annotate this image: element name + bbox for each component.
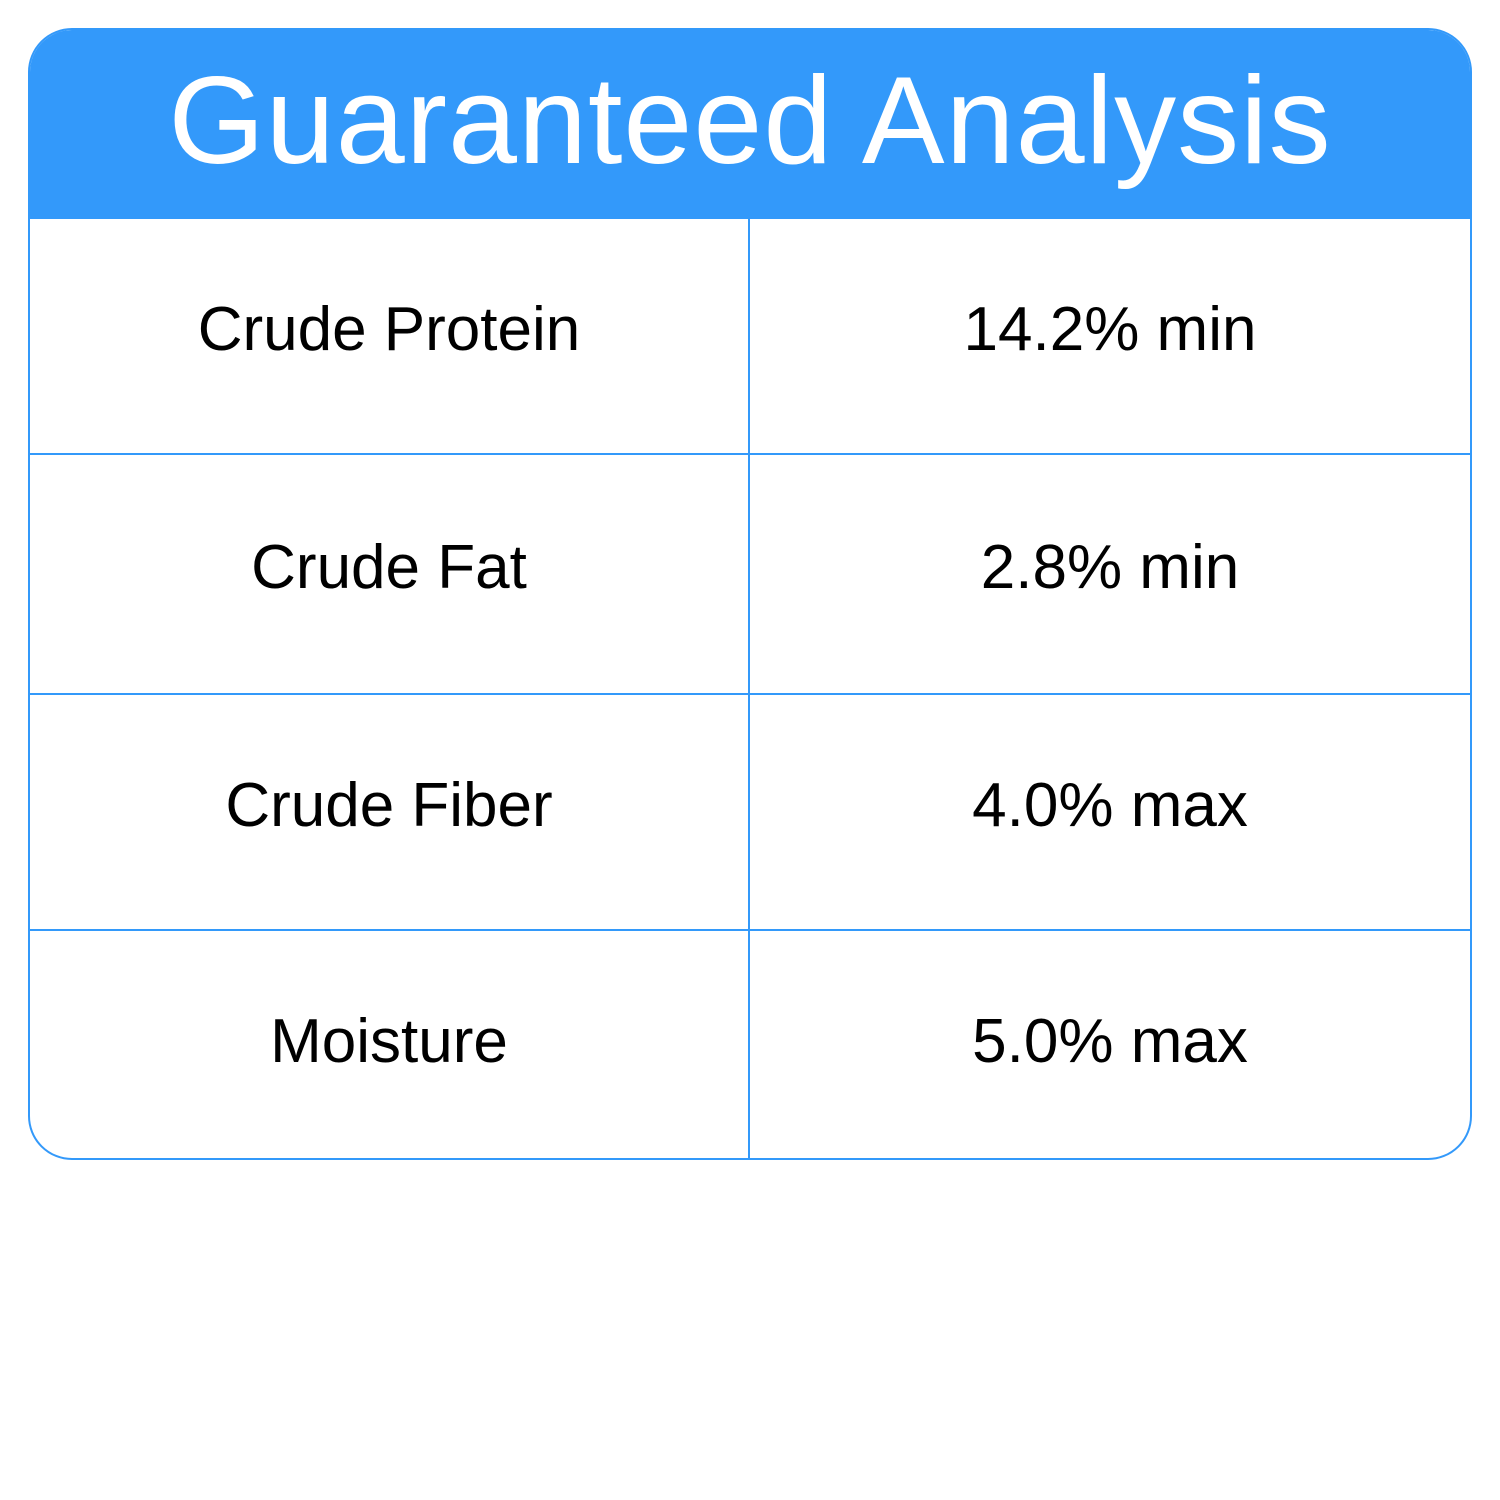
nutrient-name: Crude Fiber [30,695,750,929]
nutrient-value: 2.8% min [980,532,1240,602]
guaranteed-analysis-table: Guaranteed Analysis Crude Protein 14.2% … [28,28,1472,1160]
nutrient-value: 4.0% max [972,770,1248,840]
nutrient-name: Moisture [30,931,750,1158]
nutrient-name: Crude Fat [30,455,750,693]
nutrient-value: 14.2% min [963,294,1257,364]
table-title: Guaranteed Analysis [30,30,1470,217]
table-row: Moisture 5.0% max [30,929,1470,1158]
table-row: Crude Fat 2.8% min [30,453,1470,693]
nutrient-name: Crude Protein [30,219,750,453]
table-row: Crude Protein 14.2% min [30,217,1470,453]
nutrient-value: 5.0% max [972,1006,1248,1076]
table-row: Crude Fiber 4.0% max [30,693,1470,929]
